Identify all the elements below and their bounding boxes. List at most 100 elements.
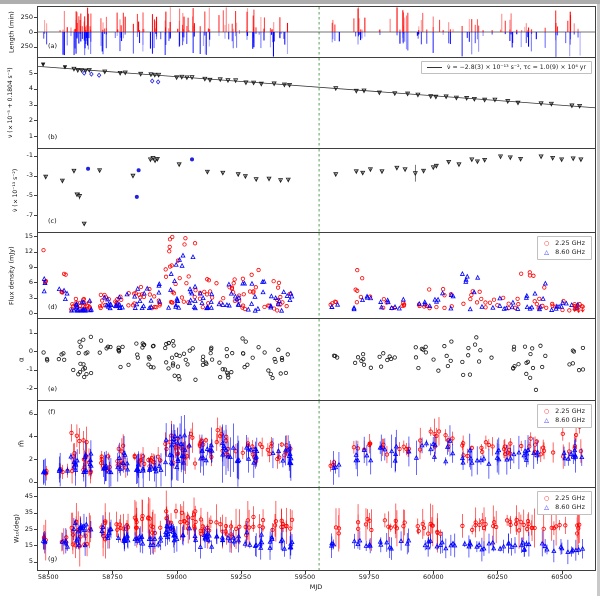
y-tick-label: 15 bbox=[24, 231, 33, 240]
panel-tag-d: (d) bbox=[48, 303, 58, 311]
y-tick-mark bbox=[34, 388, 37, 390]
plot-area-d: (d) ○ 2.25 GHz △ 8.60 GHz bbox=[38, 233, 595, 318]
legend-row-8.60ghz: △ 8.60 GHz bbox=[542, 248, 585, 257]
panel-tag-g: (g) bbox=[48, 555, 58, 563]
y-tick-label: 0 bbox=[28, 308, 33, 317]
y-tick-mark bbox=[34, 155, 37, 157]
x-tick-mark bbox=[176, 571, 178, 574]
x-tick-label: 59250 bbox=[230, 573, 252, 581]
blue-triangle-marker-icon: △ bbox=[544, 249, 549, 256]
legend-spindown-fit: ν̇ = −2.8(3) × 10⁻¹³ s⁻², τc = 1.0(9) × … bbox=[421, 61, 592, 74]
y-tick-mark bbox=[34, 251, 37, 253]
plot-area-g: (g) ○ 2.25 GHz △ 8.60 GHz bbox=[38, 488, 595, 570]
y-axis-label-nudot: ν̇ (×10⁻¹³ s⁻²) bbox=[12, 168, 19, 213]
x-tick-mark bbox=[497, 571, 499, 574]
y-tick-label: 5 bbox=[28, 557, 33, 566]
x-axis-title: MJD bbox=[309, 583, 323, 591]
y-tick-label: 4 bbox=[28, 431, 33, 440]
y-tick-mark bbox=[34, 46, 37, 48]
y-tick-label: 9 bbox=[28, 262, 33, 271]
x-tick-label: 59500 bbox=[294, 573, 316, 581]
x-tick-label: 59750 bbox=[358, 573, 380, 581]
red-circle-marker-icon: ○ bbox=[543, 408, 550, 415]
x-tick-mark bbox=[48, 571, 50, 574]
red-circle-marker-icon: ○ bbox=[543, 495, 550, 502]
plot-area-c: (c) bbox=[38, 149, 595, 232]
y-tick-mark bbox=[34, 529, 37, 530]
plot-area-b: (b) ν̇ = −2.8(3) × 10⁻¹³ s⁻², τc = 1.0(9… bbox=[38, 58, 595, 148]
x-tick-mark bbox=[112, 571, 114, 574]
y-tick-label: 0 bbox=[28, 27, 33, 36]
y-tick-mark bbox=[34, 413, 37, 415]
legend-row-2.25ghz: ○ 2.25 GHz bbox=[542, 239, 585, 248]
y-tick-label: 35 bbox=[24, 508, 33, 517]
x-tick-label: 60250 bbox=[487, 573, 508, 581]
y-tick-mark bbox=[34, 351, 37, 353]
panel-b-spin-frequency: ν (×10⁻⁵ + 0.1804 s⁻¹) (b) ν̇ = −2.8(3) … bbox=[7, 57, 596, 149]
legend-label-2.25ghz: 2.25 GHz bbox=[555, 407, 585, 415]
x-tick-label: 58750 bbox=[102, 573, 123, 581]
y-tick-label: 250 bbox=[20, 42, 33, 51]
y-tick-label: 15 bbox=[24, 540, 33, 549]
legend-label-8.60ghz: 8.60 GHz bbox=[555, 416, 585, 424]
panel-a-glitch-lengths: Length (min) (a) bbox=[8, 6, 596, 58]
legend-row-8.60ghz: △ 8.60 GHz bbox=[542, 416, 585, 425]
y-tick-mark bbox=[34, 215, 37, 217]
y-tick-label: 2 bbox=[28, 115, 33, 124]
panel-d-flux-density: Flux density (mJy) (d) ○ 2.25 GHz △ 8.60… bbox=[8, 232, 596, 319]
y-tick-label: 1 bbox=[28, 131, 33, 140]
y-tick-mark bbox=[34, 313, 37, 315]
legend-label-8.60ghz: 8.60 GHz bbox=[555, 503, 585, 511]
x-tick-label: 60500 bbox=[551, 573, 572, 581]
legend-frequencies-g: ○ 2.25 GHz △ 8.60 GHz bbox=[537, 491, 592, 515]
y-tick-mark bbox=[34, 136, 37, 138]
y-tick-mark bbox=[34, 104, 37, 106]
panel-a-canvas bbox=[38, 7, 595, 57]
window-edge-right bbox=[597, 4, 600, 596]
y-tick-label: 5 bbox=[28, 68, 33, 77]
x-tick-mark bbox=[304, 571, 306, 574]
y-tick-mark bbox=[34, 332, 37, 334]
y-tick-label: -7 bbox=[26, 210, 33, 219]
legend-label-2.25ghz: 2.25 GHz bbox=[555, 239, 585, 247]
y-tick-label: 6 bbox=[28, 277, 33, 286]
y-tick-mark bbox=[34, 88, 37, 90]
panel-g-canvas bbox=[40, 488, 586, 570]
x-tick-label: 58500 bbox=[37, 573, 59, 581]
y-tick-label: -1 bbox=[26, 151, 33, 160]
y-tick-label: 3 bbox=[28, 100, 33, 109]
legend-label-8.60ghz: 8.60 GHz bbox=[555, 248, 585, 256]
blue-triangle-marker-icon: △ bbox=[544, 504, 549, 511]
y-tick-mark bbox=[34, 369, 37, 371]
x-tick-mark bbox=[433, 571, 435, 574]
x-tick-mark bbox=[240, 571, 242, 574]
y-tick-label: 12 bbox=[24, 247, 33, 256]
y-tick-mark bbox=[34, 267, 37, 268]
panel-e-canvas bbox=[41, 319, 586, 400]
y-tick-mark bbox=[34, 32, 37, 33]
fit-line-sample bbox=[427, 67, 443, 68]
x-tick-label: 59000 bbox=[166, 573, 187, 581]
panel-c-nudot: ν̇ (×10⁻¹³ s⁻²) (c) bbox=[12, 148, 596, 233]
y-tick-label: -2 bbox=[26, 383, 33, 392]
x-tick-label: 60000 bbox=[422, 573, 444, 581]
legend-row-2.25ghz: ○ 2.25 GHz bbox=[542, 494, 585, 503]
y-tick-mark bbox=[34, 496, 37, 498]
panel-f-canvas bbox=[40, 401, 585, 487]
x-tick-mark bbox=[561, 571, 563, 574]
plot-area-e: (e) bbox=[38, 319, 595, 400]
y-tick-mark bbox=[34, 545, 37, 547]
legend-row-8.60ghz: △ 8.60 GHz bbox=[542, 503, 585, 512]
plot-area-f: (f) ○ 2.25 GHz △ 8.60 GHz bbox=[38, 401, 595, 487]
panel-tag-a: (a) bbox=[48, 42, 58, 50]
window-edge-top bbox=[0, 0, 600, 4]
legend-frequencies-f: ○ 2.25 GHz △ 8.60 GHz bbox=[537, 404, 592, 428]
y-tick-mark bbox=[34, 175, 37, 177]
y-tick-mark bbox=[34, 436, 37, 438]
y-tick-label: -3 bbox=[26, 171, 33, 180]
y-tick-mark bbox=[34, 282, 37, 284]
y-tick-mark bbox=[34, 481, 37, 483]
y-tick-mark bbox=[34, 561, 37, 563]
panel-tag-e: (e) bbox=[48, 385, 58, 393]
